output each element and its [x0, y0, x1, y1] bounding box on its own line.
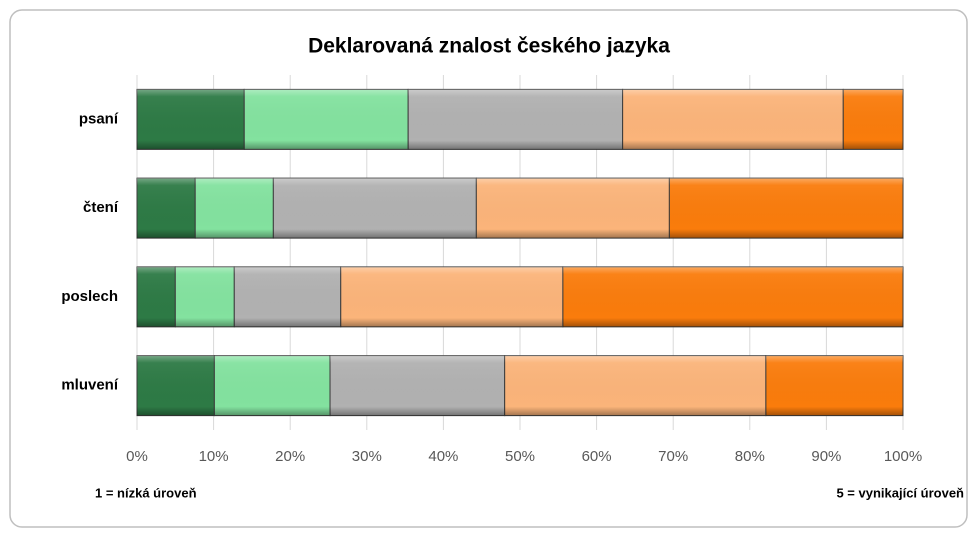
bar-segment	[842, 88, 904, 150]
bar-segment	[562, 266, 904, 328]
x-tick-label: 30%	[352, 448, 382, 465]
bar-segment	[243, 88, 409, 150]
bar-segment	[174, 266, 235, 328]
bar-segment	[233, 266, 342, 328]
bar-segment	[136, 177, 196, 239]
bar-segment	[329, 355, 506, 417]
x-tick-label: 90%	[811, 448, 841, 465]
chart-title: Deklarovaná znalost českého jazyka	[308, 35, 670, 58]
y-tick-label: psaní	[79, 110, 119, 127]
y-tick-label: poslech	[61, 288, 118, 305]
x-tick-label: 40%	[428, 448, 458, 465]
annotation: 1 = nízká úroveň	[95, 485, 197, 500]
y-tick-label: mluvení	[61, 377, 119, 394]
x-tick-label: 20%	[275, 448, 305, 465]
x-tick-label: 10%	[199, 448, 229, 465]
bar-segment	[475, 177, 670, 239]
x-tick-label: 60%	[582, 448, 612, 465]
x-tick-label: 100%	[884, 448, 922, 465]
x-tick-label: 80%	[735, 448, 765, 465]
bar-segment	[504, 355, 767, 417]
bar-segment	[340, 266, 564, 328]
bar-segment	[136, 266, 176, 328]
bar-segment	[622, 88, 844, 150]
bar-segment	[272, 177, 477, 239]
x-tick-label: 70%	[658, 448, 688, 465]
y-tick-label: čtení	[83, 199, 119, 216]
x-tick-label: 0%	[126, 448, 148, 465]
bar-segment	[136, 88, 245, 150]
bar-segment	[765, 355, 904, 417]
bar-segment	[136, 355, 215, 417]
annotation: 5 = vynikající úroveň	[836, 485, 964, 500]
bar-segment	[194, 177, 274, 239]
bar-segment	[213, 355, 331, 417]
bar-segment	[668, 177, 904, 239]
x-tick-label: 50%	[505, 448, 535, 465]
bar-segment	[407, 88, 624, 150]
